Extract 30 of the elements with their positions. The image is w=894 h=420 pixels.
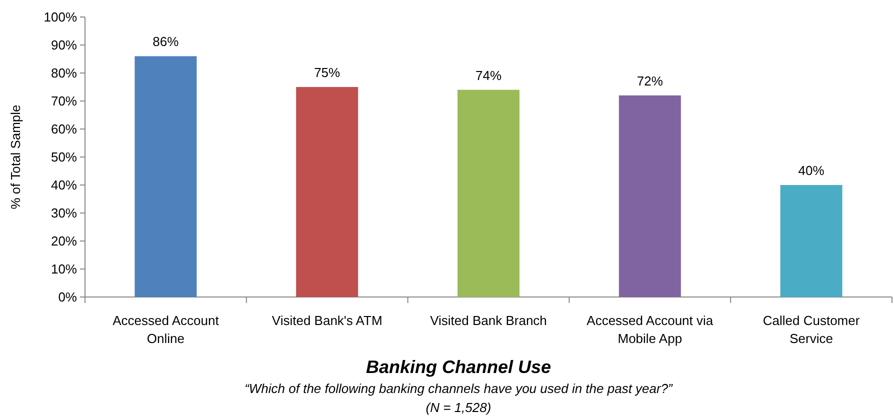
bar — [780, 185, 842, 297]
y-tick-label: 10% — [50, 262, 78, 277]
x-tick-label: Visited Bank Branch — [430, 313, 547, 328]
y-axis-title: % of Total Sample — [8, 104, 23, 210]
y-tick-label: 100% — [44, 10, 78, 25]
y-tick-label: 40% — [50, 178, 78, 193]
text: (N = 1,528) — [426, 400, 492, 415]
data-label: 86% — [152, 34, 180, 50]
y-tick-label: 80% — [50, 66, 78, 81]
data-label: 40% — [798, 163, 825, 178]
x-tick-label: Called Customer Service — [762, 313, 860, 346]
bar — [458, 90, 520, 297]
x-axis-title: Banking Channel Use — [366, 357, 552, 377]
y-tick-label: 60% — [50, 122, 78, 137]
data-label: 75% — [314, 65, 341, 80]
text: “Which of the following banking channels have you used in the past year?” — [244, 381, 674, 396]
x-tick-label: Accessed Account via Mobile App — [586, 313, 714, 346]
bar — [134, 56, 197, 297]
bar — [296, 87, 358, 297]
y-tick-label: 0% — [58, 290, 78, 305]
x-tick-label: Accessed Account Online — [112, 313, 220, 346]
bar — [618, 95, 681, 297]
y-tick-label: 70% — [50, 94, 78, 109]
y-tick-label: 30% — [50, 206, 78, 221]
y-tick-label: 20% — [50, 234, 78, 249]
data-label: 72% — [636, 73, 664, 88]
y-tick-label: 90% — [50, 38, 78, 53]
y-tick-label: 50% — [50, 150, 78, 165]
x-tick-label: Visited Bank's ATM — [272, 313, 382, 328]
data-label: 74% — [475, 68, 502, 83]
